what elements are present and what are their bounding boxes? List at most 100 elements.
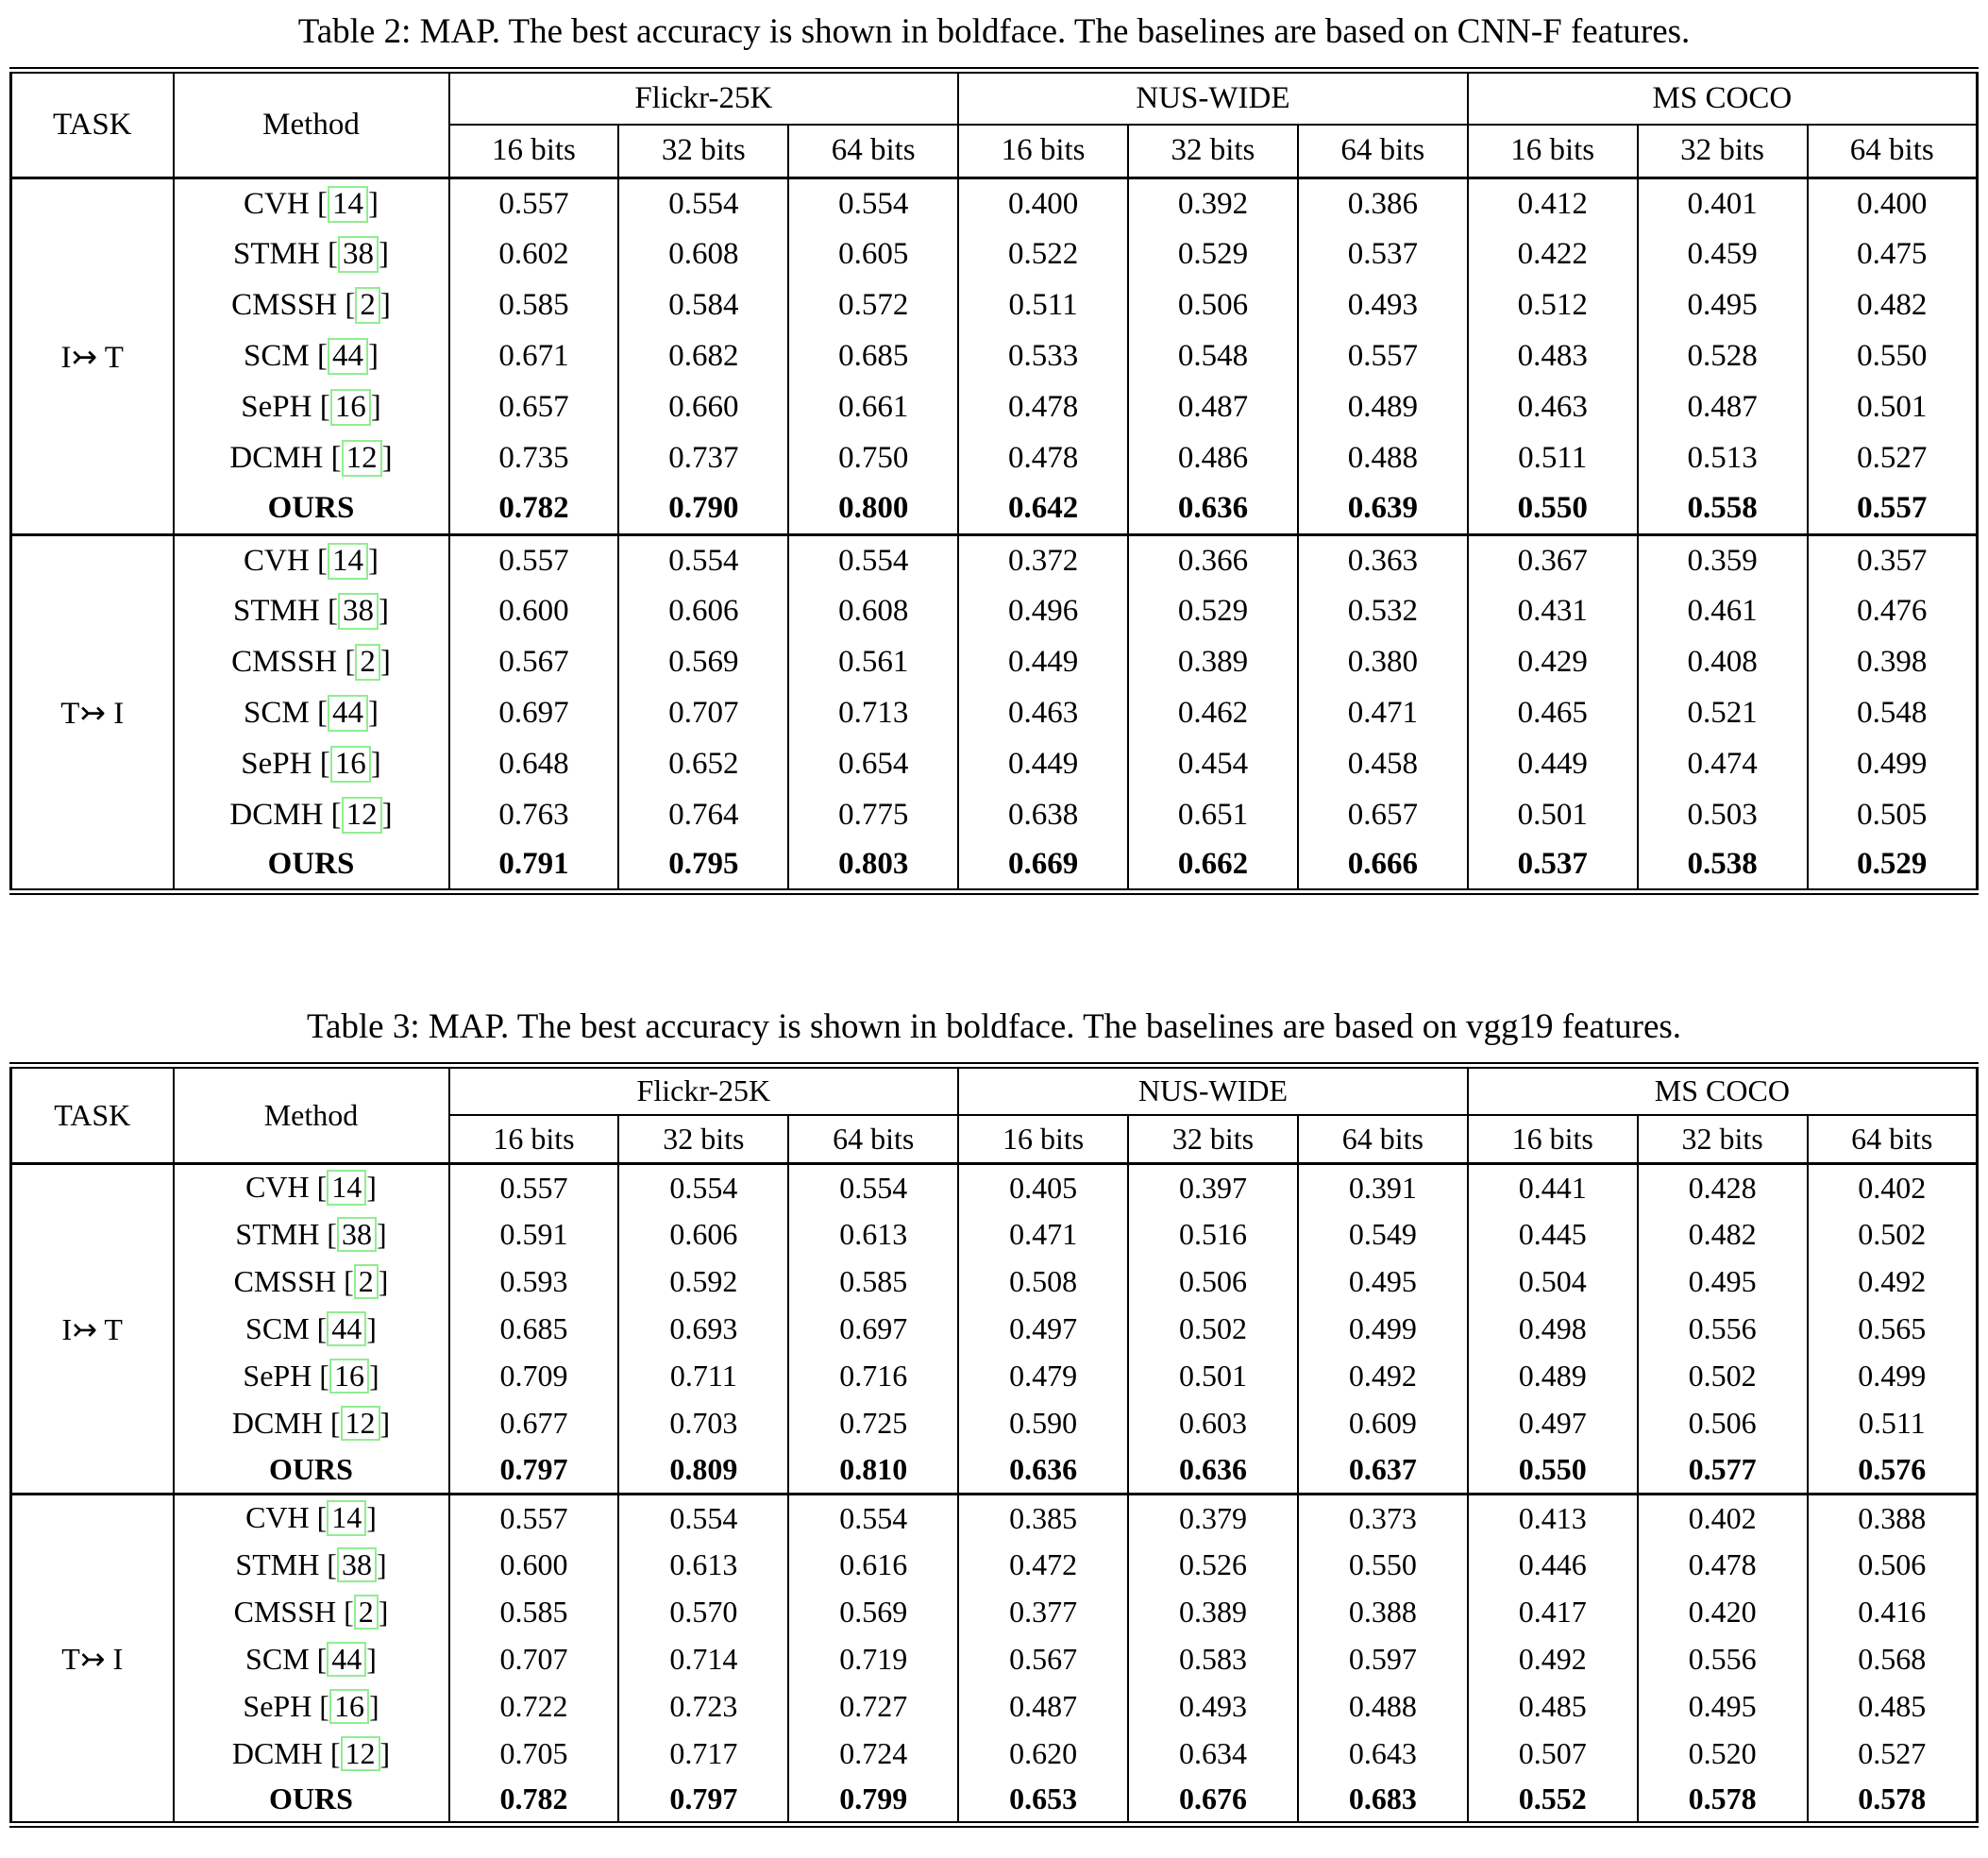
bits-header: 64 bits bbox=[787, 1114, 960, 1165]
value-cell: 0.502 bbox=[1127, 1305, 1299, 1353]
value-cell: 0.550 bbox=[1806, 330, 1979, 382]
citation-link[interactable]: 44 bbox=[327, 338, 368, 375]
table-body: I↣ T CVH [14] 0.557 0.554 0.554 0.400 0.392 0.3… bbox=[9, 177, 1979, 892]
bits-header: 32 bits bbox=[617, 1114, 790, 1165]
value-cell: 0.585 bbox=[447, 1588, 620, 1636]
value-cell: 0.569 bbox=[617, 636, 790, 688]
value-cell: 0.388 bbox=[1296, 1588, 1469, 1636]
method-cell: OURS bbox=[172, 840, 450, 892]
method-cell: DCMH [12] bbox=[172, 1399, 450, 1447]
citation-link[interactable]: 16 bbox=[329, 746, 371, 783]
value-cell: 0.420 bbox=[1636, 1588, 1809, 1636]
citation-link[interactable]: 12 bbox=[341, 797, 382, 834]
citation-link[interactable]: 44 bbox=[327, 1310, 367, 1347]
value-cell: 0.795 bbox=[617, 840, 790, 892]
citation-link[interactable]: 2 bbox=[353, 1263, 379, 1300]
table-row: CMSSH [2] 0.593 0.592 0.585 0.508 0.506 0.495 0… bbox=[11, 1258, 1979, 1306]
value-cell: 0.600 bbox=[447, 585, 620, 637]
value-cell: 0.613 bbox=[787, 1210, 960, 1258]
table-row: SePH [16] 0.722 0.723 0.727 0.487 0.493 0.488 0… bbox=[11, 1682, 1979, 1731]
value-cell: 0.501 bbox=[1806, 381, 1979, 433]
value-cell: 0.512 bbox=[1466, 279, 1639, 331]
value-cell: 0.809 bbox=[617, 1446, 790, 1495]
value-cell: 0.570 bbox=[617, 1588, 790, 1636]
citation-link[interactable]: 38 bbox=[337, 593, 379, 630]
dataset-header-ms-coco: MS COCO bbox=[1466, 1065, 1979, 1116]
value-cell: 0.392 bbox=[1127, 177, 1299, 229]
method-cell: STMH [38] bbox=[172, 228, 450, 280]
table-row: DCMH [12] 0.705 0.717 0.724 0.620 0.634 0.643 0… bbox=[11, 1730, 1979, 1778]
value-cell: 0.722 bbox=[447, 1682, 620, 1731]
citation-link[interactable]: 14 bbox=[327, 1500, 367, 1537]
citation-link[interactable]: 38 bbox=[336, 1216, 377, 1253]
value-cell: 0.609 bbox=[1296, 1399, 1469, 1447]
table-3-caption: Table 3: MAP. The best accuracy is shown… bbox=[306, 1007, 1682, 1046]
value-cell: 0.662 bbox=[1127, 840, 1299, 892]
header-row-datasets: TASK Method Flickr-25K NUS-WIDE MS COCO bbox=[9, 70, 1979, 179]
method-cell: SCM [44] bbox=[172, 1305, 450, 1353]
table-row: STMH [38] 0.600 0.613 0.616 0.472 0.526 0.550 0… bbox=[11, 1541, 1979, 1589]
citation-link[interactable]: 16 bbox=[329, 389, 371, 426]
citation-link[interactable]: 14 bbox=[327, 542, 368, 580]
bits-header: 32 bits bbox=[1636, 1114, 1809, 1165]
citation-link[interactable]: 38 bbox=[337, 236, 379, 273]
citation-link[interactable]: 38 bbox=[336, 1546, 377, 1583]
value-cell: 0.391 bbox=[1296, 1163, 1469, 1211]
value-cell: 0.487 bbox=[1127, 381, 1299, 433]
table-header: TASK Method Flickr-25K NUS-WIDE MS COCO 16 bi… bbox=[9, 1065, 1979, 1165]
value-cell: 0.693 bbox=[617, 1305, 790, 1353]
citation-link[interactable]: 14 bbox=[327, 185, 368, 223]
value-cell: 0.458 bbox=[1296, 738, 1469, 790]
citation-link[interactable]: 16 bbox=[329, 1358, 369, 1394]
value-cell: 0.653 bbox=[957, 1777, 1129, 1825]
value-cell: 0.557 bbox=[447, 1163, 620, 1211]
citation-link[interactable]: 2 bbox=[355, 644, 380, 681]
bits-header: 16 bits bbox=[957, 124, 1129, 179]
citation-link[interactable]: 2 bbox=[355, 287, 380, 324]
citation-link[interactable]: 12 bbox=[340, 1405, 380, 1442]
value-cell: 0.488 bbox=[1296, 1682, 1469, 1731]
citation-link[interactable]: 44 bbox=[327, 695, 368, 732]
citation-link[interactable]: 12 bbox=[340, 1735, 380, 1772]
value-cell: 0.503 bbox=[1636, 789, 1809, 841]
value-cell: 0.707 bbox=[447, 1635, 620, 1683]
value-cell: 0.502 bbox=[1636, 1352, 1809, 1400]
value-cell: 0.591 bbox=[447, 1210, 620, 1258]
value-cell: 0.709 bbox=[447, 1352, 620, 1400]
value-cell: 0.682 bbox=[617, 330, 790, 382]
citation-link[interactable]: 44 bbox=[327, 1641, 367, 1678]
value-cell: 0.648 bbox=[447, 738, 620, 790]
value-cell: 0.723 bbox=[617, 1682, 790, 1731]
value-cell: 0.799 bbox=[787, 1777, 960, 1825]
value-cell: 0.716 bbox=[787, 1352, 960, 1400]
table-row: CMSSH [2] 0.585 0.570 0.569 0.377 0.389 0.388 0… bbox=[11, 1588, 1979, 1636]
bits-header: 16 bits bbox=[1466, 1114, 1639, 1165]
table-row: OURS 0.782 0.790 0.800 0.642 0.636 0.639 0.550 0… bbox=[11, 483, 1979, 535]
bits-header: 64 bits bbox=[1806, 1114, 1979, 1165]
value-cell: 0.537 bbox=[1296, 228, 1469, 280]
table-row: CMSSH [2] 0.567 0.569 0.561 0.449 0.389 0.380 0… bbox=[11, 636, 1979, 688]
value-cell: 0.608 bbox=[617, 228, 790, 280]
value-cell: 0.487 bbox=[1636, 381, 1809, 433]
citation-link[interactable]: 2 bbox=[353, 1594, 379, 1630]
citation-link[interactable]: 14 bbox=[327, 1170, 367, 1207]
citation-link[interactable]: 12 bbox=[341, 440, 382, 477]
value-cell: 0.386 bbox=[1296, 177, 1469, 229]
method-cell: CVH [14] bbox=[172, 177, 450, 229]
value-cell: 0.578 bbox=[1636, 1777, 1809, 1825]
map-table-vgg19-features: TASK Method Flickr-25K NUS-WIDE MS COCO 16 bi… bbox=[9, 1062, 1979, 1828]
value-cell: 0.554 bbox=[617, 1493, 790, 1542]
value-cell: 0.492 bbox=[1296, 1352, 1469, 1400]
value-cell: 0.554 bbox=[617, 1163, 790, 1211]
citation-link[interactable]: 16 bbox=[329, 1688, 369, 1725]
value-cell: 0.554 bbox=[617, 177, 790, 229]
value-cell: 0.478 bbox=[1636, 1541, 1809, 1589]
value-cell: 0.508 bbox=[957, 1258, 1129, 1306]
value-cell: 0.569 bbox=[787, 1588, 960, 1636]
table-row: SCM [44] 0.671 0.682 0.685 0.533 0.548 0.557 0.… bbox=[11, 330, 1979, 382]
table-row: SCM [44] 0.697 0.707 0.713 0.463 0.462 0.471 0.… bbox=[11, 687, 1979, 739]
value-cell: 0.724 bbox=[787, 1730, 960, 1778]
value-cell: 0.593 bbox=[447, 1258, 620, 1306]
method-cell: CVH [14] bbox=[172, 1163, 450, 1211]
value-cell: 0.479 bbox=[957, 1352, 1129, 1400]
